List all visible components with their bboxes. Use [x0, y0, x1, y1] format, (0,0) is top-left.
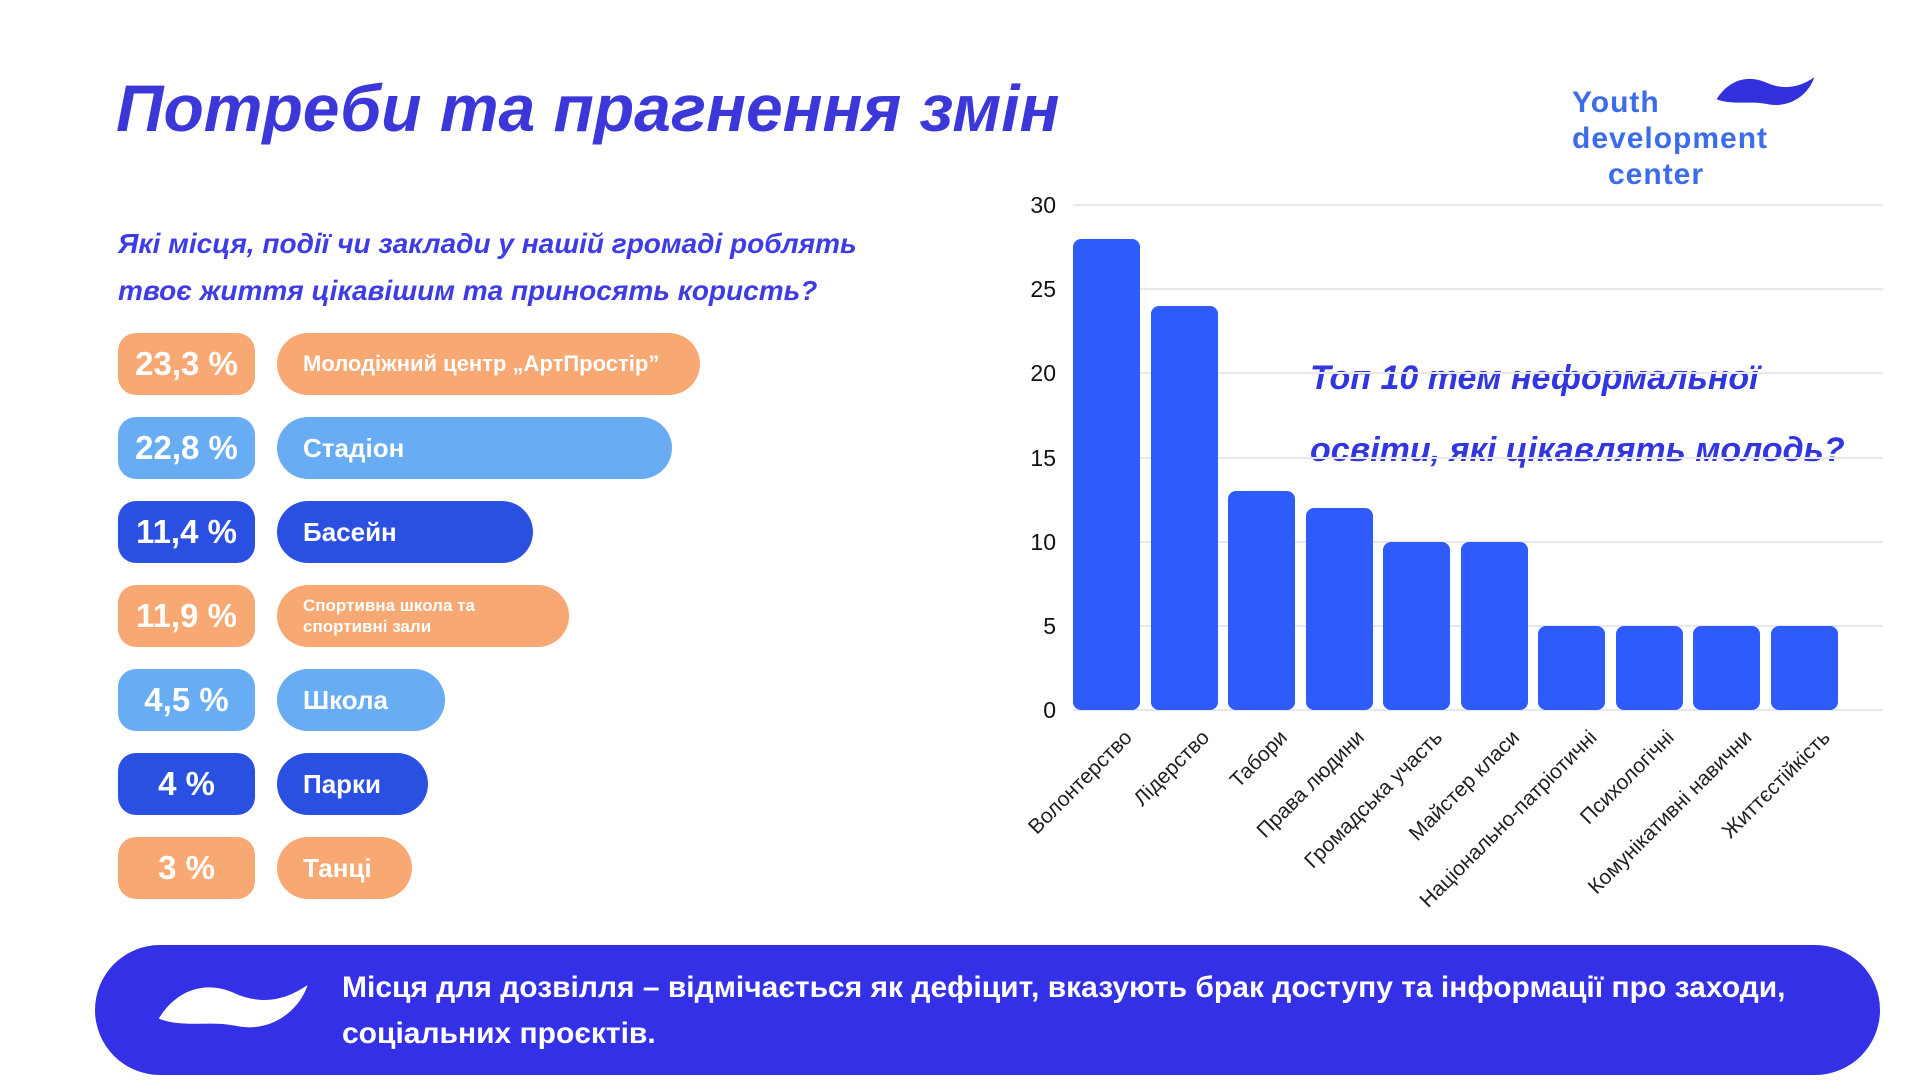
bar: [1150, 306, 1218, 710]
bar: [1305, 508, 1373, 710]
survey-item-label: Спортивна школа та спортивні зали: [277, 585, 569, 647]
percent-badge: 11,9 %: [118, 585, 255, 647]
logo-wave-icon: [1716, 77, 1815, 106]
survey-results-list: 23,3 % Молодіжний центр „АртПростір” 22,8 …: [118, 333, 700, 921]
logo-text-line2: development: [1572, 122, 1769, 155]
bar: [1383, 541, 1450, 710]
banner-wave-icon: [158, 985, 308, 1028]
banner-text: Місця для дозвілля – відмічається як деф…: [342, 965, 1786, 1057]
x-tick-label: Громадська участь: [1299, 726, 1447, 873]
survey-item-label: Басейн: [277, 501, 533, 563]
chart-title: Топ 10 тем неформальної освіти, які ціка…: [1310, 342, 1845, 486]
survey-row: 11,9 % Спортивна школа та спортивні зали: [118, 585, 700, 647]
survey-item-label: Школа: [277, 669, 445, 731]
survey-row: 11,4 % Басейн: [118, 501, 700, 563]
percent-badge: 4 %: [118, 753, 255, 815]
bar: [1693, 625, 1760, 710]
percent-badge: 11,4 %: [118, 501, 255, 563]
y-tick-label: 30: [1030, 192, 1056, 219]
percent-badge: 3 %: [118, 837, 255, 899]
percent-badge: 23,3 %: [118, 333, 255, 395]
y-tick-label: 0: [1043, 697, 1056, 723]
gridline: [1073, 709, 1883, 711]
gridline: [1073, 204, 1883, 207]
banner-text-line2: соціальних проєктів.: [342, 1017, 656, 1050]
survey-item-label: Стадіон: [277, 417, 672, 479]
bar: [1073, 238, 1140, 710]
gridline: [1073, 456, 1883, 459]
bar: [1615, 625, 1683, 710]
survey-question-line1: Які місця, події чи заклади у нашій гром…: [118, 228, 857, 259]
y-tick-label: 20: [1030, 360, 1056, 387]
bar: [1460, 541, 1528, 710]
survey-row: 23,3 % Молодіжний центр „АртПростір”: [118, 333, 700, 395]
chart-title-line2: освіти, які цікавлять молодь?: [1310, 431, 1845, 469]
gridline: [1073, 288, 1883, 291]
chart-title-line1: Топ 10 тем неформальної: [1310, 359, 1759, 397]
survey-question-line2: твоє життя цікавішим та приносять корист…: [118, 275, 818, 306]
bar: [1228, 491, 1295, 710]
x-tick-label: Волонтерство: [1024, 726, 1137, 839]
x-tick-label: Табори: [1225, 726, 1292, 793]
bar: [1770, 625, 1838, 710]
bar: [1538, 625, 1605, 710]
footer-banner: Місця для дозвілля – відмічається як деф…: [95, 945, 1880, 1075]
survey-item-label: Молодіжний центр „АртПростір”: [277, 333, 700, 395]
survey-item-label: Танці: [277, 837, 412, 899]
survey-row: 4,5 % Школа: [118, 669, 700, 731]
logo-text-line1: Youth: [1572, 86, 1660, 119]
y-tick-label: 5: [1043, 612, 1056, 639]
logo-text-line3: center: [1608, 158, 1705, 191]
survey-row: 3 % Танці: [118, 837, 700, 899]
y-tick-label: 10: [1030, 528, 1056, 555]
survey-question: Які місця, події чи заклади у нашій гром…: [118, 220, 857, 314]
survey-row: 22,8 % Стадіон: [118, 417, 700, 479]
banner-text-line1: Місця для дозвілля – відмічається як деф…: [342, 971, 1786, 1004]
y-tick-label: 15: [1030, 444, 1056, 471]
survey-item-label: Парки: [277, 753, 428, 815]
survey-row: 4 % Парки: [118, 753, 700, 815]
gridline: [1073, 372, 1883, 375]
y-tick-label: 25: [1030, 276, 1056, 303]
percent-badge: 4,5 %: [118, 669, 255, 731]
percent-badge: 22,8 %: [118, 417, 255, 479]
page-title: Потреби та прагнення змін: [116, 71, 1060, 145]
x-tick-label: Лідерство: [1129, 726, 1215, 811]
logo: Youth development center: [1570, 72, 1870, 202]
